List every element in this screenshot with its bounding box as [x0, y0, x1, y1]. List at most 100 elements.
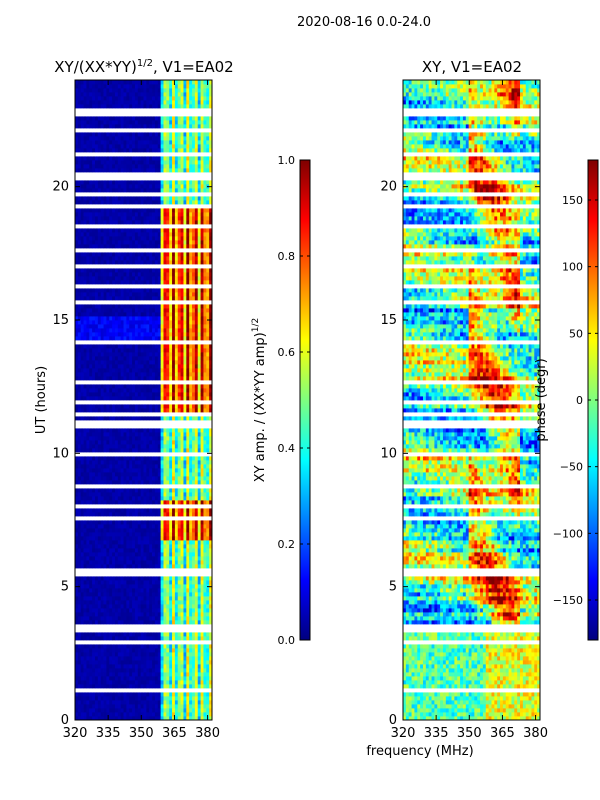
heatmap-cell — [186, 308, 190, 313]
heatmap-cell — [143, 448, 147, 453]
heatmap-cell — [132, 392, 136, 397]
heatmap-cell — [106, 680, 110, 685]
heatmap-cell — [132, 340, 136, 345]
heatmap-cell — [180, 376, 184, 381]
heatmap-cell — [134, 572, 139, 577]
heatmap-cell — [106, 360, 110, 365]
heatmap-cell — [154, 328, 159, 333]
heatmap-cell — [186, 692, 190, 697]
heatmap-cell — [197, 452, 201, 457]
heatmap-cell — [89, 704, 93, 709]
heatmap-cell — [109, 556, 113, 561]
heatmap-cell — [106, 472, 110, 477]
heatmap-cell — [103, 524, 107, 529]
heatmap-cell — [126, 696, 130, 701]
heatmap-cell — [192, 696, 196, 701]
heatmap-cell — [77, 396, 82, 401]
heatmap-cell — [75, 388, 79, 393]
heatmap-cell — [160, 500, 164, 505]
heatmap-cell — [194, 712, 199, 717]
heatmap-cell — [112, 652, 116, 657]
heatmap-cell — [209, 376, 213, 381]
heatmap-cell — [112, 676, 116, 681]
heatmap-cell — [149, 652, 153, 657]
heatmap-cell — [143, 676, 147, 681]
heatmap-cell — [197, 528, 201, 533]
heatmap-cell — [126, 560, 130, 565]
heatmap-cell — [134, 632, 139, 637]
heatmap-cell — [146, 392, 150, 397]
heatmap-cell — [120, 520, 124, 525]
heatmap-cell — [186, 352, 190, 357]
heatmap-cell — [189, 356, 193, 361]
heatmap-cell — [177, 480, 182, 485]
heatmap-cell — [109, 672, 113, 677]
heatmap-cell — [126, 400, 130, 405]
heatmap-cell — [146, 604, 150, 609]
heatmap-cell — [80, 420, 84, 425]
heatmap-cell — [132, 468, 136, 473]
heatmap-cell — [100, 420, 104, 425]
heatmap-cell — [140, 464, 144, 469]
heatmap-cell — [143, 592, 147, 597]
heatmap-cell — [194, 428, 199, 433]
heatmap-cell — [83, 304, 87, 309]
heatmap-cell — [140, 604, 144, 609]
heatmap-cell — [206, 648, 210, 653]
heatmap-cell — [186, 424, 190, 429]
heatmap-cell — [97, 584, 102, 589]
heatmap-cell — [174, 396, 179, 401]
heatmap-cell — [183, 380, 187, 385]
heatmap-cell — [197, 608, 201, 613]
heatmap-cell — [77, 468, 82, 473]
heatmap-cell — [163, 580, 167, 585]
heatmap-cell — [160, 696, 164, 701]
heatmap-cell — [146, 564, 150, 569]
heatmap-cell — [120, 316, 124, 321]
heatmap-cell — [100, 500, 104, 505]
heatmap-cell — [114, 424, 119, 429]
heatmap-cell — [86, 656, 90, 661]
heatmap-cell — [94, 332, 99, 337]
heatmap-cell — [83, 444, 87, 449]
heatmap-cell — [160, 420, 164, 425]
heatmap-cell — [134, 320, 139, 325]
heatmap-cell — [77, 548, 82, 553]
heatmap-cell — [120, 676, 124, 681]
heatmap-cell — [152, 668, 156, 673]
heatmap-cell — [200, 624, 204, 629]
heatmap-cell — [203, 380, 207, 385]
heatmap-cell — [152, 484, 156, 489]
heatmap-cell — [137, 432, 142, 437]
heatmap-cell — [197, 640, 201, 645]
heatmap-cell — [109, 644, 113, 649]
heatmap-cell — [154, 424, 159, 429]
heatmap-cell — [89, 364, 93, 369]
heatmap-cell — [117, 432, 122, 437]
heatmap-cell — [97, 544, 102, 549]
heatmap-cell — [109, 664, 113, 669]
heatmap-cell — [83, 648, 87, 653]
heatmap-cell — [109, 372, 113, 377]
heatmap-cell — [189, 368, 193, 373]
heatmap-cell — [106, 520, 110, 525]
heatmap-cell — [106, 544, 110, 549]
heatmap-cell — [120, 712, 124, 717]
heatmap-cell — [166, 304, 170, 309]
heatmap-cell — [177, 612, 182, 617]
heatmap-cell — [143, 552, 147, 557]
heatmap-cell — [92, 560, 96, 565]
heatmap-cell — [203, 368, 207, 373]
heatmap-cell — [163, 400, 167, 405]
heatmap-cell — [174, 644, 179, 649]
heatmap-cell — [183, 344, 187, 349]
heatmap-cell — [209, 512, 213, 517]
heatmap-cell — [209, 456, 213, 461]
heatmap-cell — [137, 352, 142, 357]
heatmap-cell — [89, 512, 93, 517]
heatmap-cell — [192, 664, 196, 669]
heatmap-cell — [134, 456, 139, 461]
heatmap-cell — [126, 360, 130, 365]
heatmap-cell — [146, 396, 150, 401]
heatmap-cell — [120, 636, 124, 641]
